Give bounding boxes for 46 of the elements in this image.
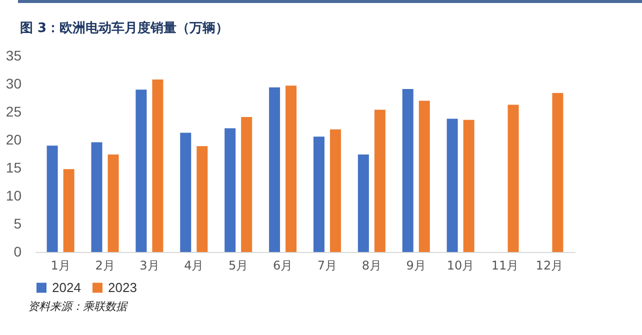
bar <box>136 90 147 252</box>
y-tick-label: 5 <box>14 216 22 232</box>
bar <box>152 80 164 252</box>
bar <box>552 92 564 252</box>
x-tick-label: 8月 <box>362 258 382 272</box>
bar <box>286 86 297 252</box>
bar <box>508 104 519 252</box>
bar <box>269 87 280 252</box>
x-tick-label: 4月 <box>184 258 204 272</box>
bar <box>374 110 386 252</box>
x-tick-label: 7月 <box>317 258 338 272</box>
x-tick-label: 6月 <box>272 258 293 272</box>
legend-label: 2024 <box>52 280 81 295</box>
bar <box>91 142 102 252</box>
bar <box>402 89 414 252</box>
y-tick-label: 15 <box>6 160 22 176</box>
bar <box>46 146 58 252</box>
y-tick-label: 20 <box>6 132 22 148</box>
y-tick-label: 0 <box>14 244 22 260</box>
bar <box>180 132 192 252</box>
y-tick-label: 10 <box>6 188 22 204</box>
x-tick-label: 3月 <box>140 258 160 272</box>
bar <box>108 154 119 252</box>
x-tick-label: 5月 <box>228 258 248 272</box>
bar <box>224 128 236 252</box>
y-tick-label: 35 <box>6 48 22 64</box>
x-tick-label: 9月 <box>406 258 426 272</box>
x-tick-label: 12月 <box>536 258 564 272</box>
legend-label: 2023 <box>108 280 137 295</box>
y-tick-label: 25 <box>6 104 22 120</box>
bar <box>196 146 208 252</box>
bar <box>446 118 458 252</box>
y-tick-label: 30 <box>6 76 22 92</box>
text: 资料来源：乘联数据 <box>27 299 129 314</box>
chart-title: 图 3：欧洲电动车月度销量（万辆） <box>19 20 230 37</box>
bar <box>463 120 474 252</box>
bar <box>358 154 369 252</box>
bar <box>313 136 324 252</box>
bar <box>63 169 74 252</box>
bar <box>241 117 252 252</box>
bar <box>330 129 341 252</box>
x-tick-label: 1月 <box>50 258 70 272</box>
bar <box>418 100 430 252</box>
x-tick-label: 10月 <box>446 258 474 272</box>
x-tick-label: 11月 <box>491 258 519 272</box>
x-tick-label: 2月 <box>95 258 115 272</box>
